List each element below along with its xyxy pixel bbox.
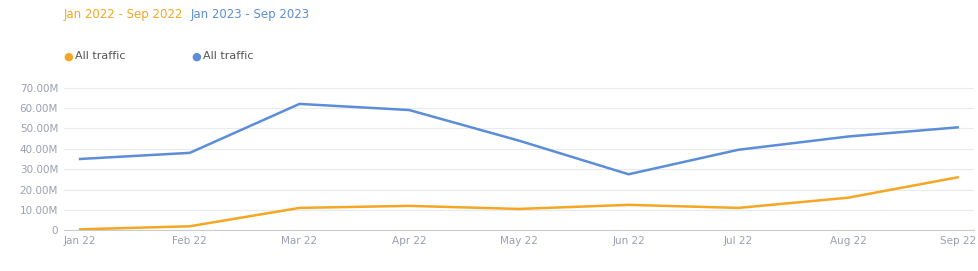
Text: ●: ●	[64, 51, 73, 62]
Text: All traffic: All traffic	[75, 51, 126, 62]
Text: ●: ●	[191, 51, 200, 62]
Text: Jan 2023 - Sep 2023: Jan 2023 - Sep 2023	[191, 8, 310, 21]
Text: All traffic: All traffic	[202, 51, 253, 62]
Text: Jan 2022 - Sep 2022: Jan 2022 - Sep 2022	[64, 8, 183, 21]
